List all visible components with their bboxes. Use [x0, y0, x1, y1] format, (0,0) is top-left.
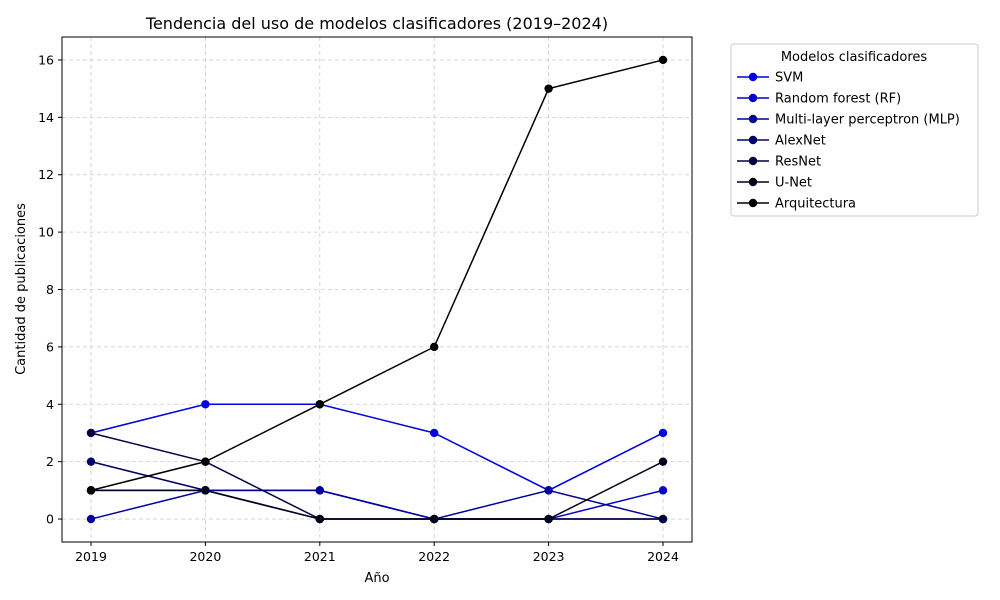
y-tick-label: 6 [46, 339, 54, 354]
data-point [430, 428, 439, 438]
x-tick-label: 2019 [75, 549, 107, 564]
data-point [544, 84, 553, 93]
data-point [658, 486, 668, 495]
data-point [201, 457, 210, 466]
y-tick-label: 12 [38, 167, 54, 182]
x-tick-label: 2020 [189, 549, 221, 564]
series-line [90, 403, 664, 492]
legend-marker [748, 72, 758, 82]
data-point [86, 514, 96, 524]
chart-title: Tendencia del uso de modelos clasificado… [145, 14, 608, 33]
data-point [315, 514, 324, 524]
y-axis: 0 2 4 6 8 10 12 14 16 [38, 52, 62, 527]
legend-item: U-Net [737, 176, 812, 191]
legend-title: Modelos clasificadores [781, 50, 928, 65]
data-point [86, 486, 96, 495]
legend-item: Multi-layer perceptron (MLP) [737, 113, 960, 128]
y-tick-label: 4 [46, 397, 54, 412]
data-point [315, 486, 324, 495]
series-u-net [86, 457, 668, 524]
legend-item: Random forest (RF) [737, 92, 901, 107]
y-tick-label: 8 [46, 282, 54, 297]
y-tick-label: 10 [38, 225, 54, 240]
series-svm [86, 400, 668, 495]
legend: Modelos clasificadores SVM Random forest … [730, 43, 979, 217]
legend-item: ResNet [737, 155, 821, 170]
data-point [86, 457, 96, 466]
x-tick-label: 2021 [304, 549, 336, 564]
legend-label: AlexNet [775, 134, 826, 149]
y-tick-label: 2 [46, 454, 54, 469]
y-tick-label: 14 [38, 110, 54, 125]
legend-marker [748, 156, 758, 166]
grid [62, 37, 692, 542]
legend-item: AlexNet [737, 134, 826, 149]
y-tick-label: 16 [38, 52, 54, 67]
legend-marker [748, 93, 758, 103]
data-point [544, 486, 553, 495]
legend-label: Multi-layer perceptron (MLP) [775, 113, 960, 128]
x-tick-label: 2022 [418, 549, 450, 564]
series-arquitectura [86, 55, 668, 495]
x-axis: 2019 2020 2021 2022 2023 2024 [75, 542, 679, 564]
data-point [658, 514, 668, 524]
legend-label: Arquitectura [775, 197, 856, 212]
series-multi-layer-perceptron-mlp [86, 486, 668, 524]
series-layer [86, 55, 668, 524]
y-tick-label: 0 [46, 512, 54, 527]
data-point [658, 55, 668, 65]
legend-label: ResNet [775, 155, 821, 170]
data-point [430, 342, 439, 352]
y-axis-title: Cantidad de publicaciones [14, 203, 29, 375]
x-tick-label: 2023 [533, 549, 565, 564]
x-tick-label: 2024 [647, 549, 679, 564]
data-point [201, 400, 210, 409]
legend-label: Random forest (RF) [775, 92, 901, 107]
data-point [658, 457, 668, 466]
legend-marker [748, 198, 758, 208]
legend-label: SVM [775, 71, 803, 86]
data-point [430, 514, 439, 524]
legend-item: Arquitectura [737, 197, 856, 212]
data-point [544, 514, 553, 524]
series-line [90, 59, 664, 492]
series-line [91, 460, 664, 520]
legend-marker [748, 114, 758, 124]
series-resnet [86, 428, 668, 524]
series-line [90, 489, 664, 520]
data-point [86, 428, 96, 438]
legend-label: U-Net [775, 176, 812, 191]
legend-box [730, 43, 979, 217]
legend-item: SVM [737, 71, 803, 86]
x-axis-title: Año [364, 571, 389, 586]
legend-marker [748, 177, 758, 187]
data-point [658, 428, 668, 438]
data-point [201, 486, 210, 495]
data-point [315, 400, 324, 409]
legend-marker [748, 135, 758, 145]
